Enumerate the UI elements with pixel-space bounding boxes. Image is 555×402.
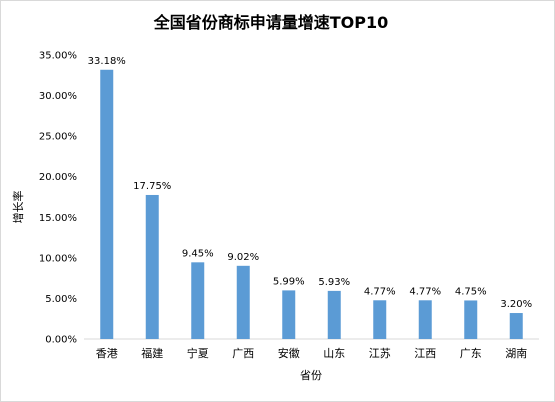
- x-tick-label: 湖南: [505, 347, 527, 360]
- data-label: 33.18%: [88, 56, 126, 67]
- y-tick-label: 35.00%: [39, 51, 77, 62]
- bar: [191, 262, 205, 339]
- bar: [509, 313, 523, 339]
- data-label: 4.75%: [455, 286, 487, 297]
- data-label: 4.77%: [409, 286, 441, 297]
- x-axis-title: 省份: [300, 369, 322, 382]
- data-label: 4.77%: [364, 286, 396, 297]
- bar: [100, 69, 114, 339]
- data-label: 5.99%: [273, 276, 305, 287]
- y-tick-label: 15.00%: [39, 213, 77, 224]
- bar: [464, 300, 478, 339]
- y-tick-label: 20.00%: [39, 172, 77, 183]
- x-tick-label: 江苏: [369, 347, 391, 360]
- data-label: 17.75%: [133, 181, 171, 192]
- bar: [327, 290, 341, 339]
- y-axis-title: 增长率: [11, 191, 25, 224]
- x-tick-label: 宁夏: [187, 346, 209, 360]
- data-label: 9.02%: [227, 252, 259, 263]
- data-label: 3.20%: [500, 299, 532, 310]
- bar: [145, 194, 159, 339]
- data-label: 9.45%: [182, 248, 214, 259]
- x-tick-label: 山东: [323, 347, 345, 360]
- y-tick-label: 30.00%: [39, 91, 77, 102]
- y-tick-label: 5.00%: [45, 294, 77, 305]
- x-tick-label: 香港: [96, 347, 118, 360]
- y-tick-label: 0.00%: [45, 335, 77, 346]
- bar: [418, 300, 432, 339]
- bar: [282, 290, 296, 339]
- x-tick-label: 江西: [414, 347, 436, 360]
- y-tick-label: 10.00%: [39, 253, 77, 264]
- x-tick-label: 广东: [460, 347, 482, 360]
- x-tick-label: 广西: [232, 347, 254, 360]
- x-tick-label: 安徽: [278, 346, 300, 360]
- y-tick-label: 25.00%: [39, 132, 77, 143]
- x-tick-label: 福建: [141, 346, 163, 360]
- plot-area: 0.00% 5.00% 10.00% 15.00% 20.00% 25.00% 30.00%…: [39, 51, 539, 360]
- bar: [373, 300, 387, 339]
- bar: [236, 265, 250, 339]
- data-label: 5.93%: [318, 277, 350, 288]
- chart-title: 全国省份商标申请量增速TOP10: [153, 13, 389, 32]
